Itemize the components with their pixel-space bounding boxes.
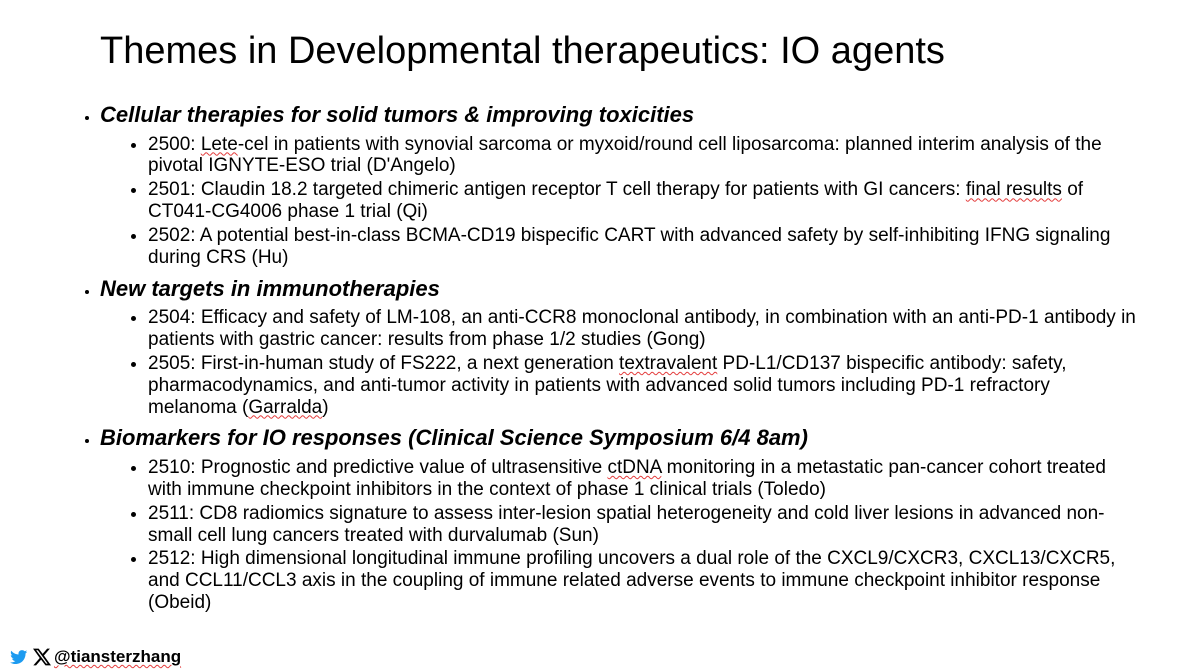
spellcheck-underline: final results <box>966 179 1062 200</box>
x-icon <box>32 647 52 667</box>
twitter-icon <box>8 648 30 666</box>
section: Biomarkers for IO responses (Clinical Sc… <box>100 424 1140 614</box>
list-item: 2505: First-in-human study of FS222, a n… <box>148 353 1140 419</box>
slide-content: Themes in Developmental therapeutics: IO… <box>0 0 1200 630</box>
footer: @tiansterzhang <box>8 647 181 667</box>
list-item: 2501: Claudin 18.2 targeted chimeric ant… <box>148 179 1140 223</box>
item-list: 2500: Lete-cel in patients with synovial… <box>100 134 1140 269</box>
spellcheck-underline: Lete <box>201 134 238 155</box>
section-heading: New targets in immunotherapies <box>100 275 1140 304</box>
list-item: 2510: Prognostic and predictive value of… <box>148 457 1140 501</box>
section: Cellular therapies for solid tumors & im… <box>100 101 1140 269</box>
list-item: 2511: CD8 radiomics signature to assess … <box>148 503 1140 547</box>
section-heading: Biomarkers for IO responses (Clinical Sc… <box>100 424 1140 453</box>
section: New targets in immunotherapies 2504: Effi… <box>100 275 1140 419</box>
section-heading: Cellular therapies for solid tumors & im… <box>100 101 1140 130</box>
twitter-handle: @tiansterzhang <box>54 647 181 667</box>
list-item: 2500: Lete-cel in patients with synovial… <box>148 134 1140 178</box>
list-item: 2502: A potential best-in-class BCMA-CD1… <box>148 225 1140 269</box>
spellcheck-underline: ctDNA <box>607 457 661 478</box>
sections-list: Cellular therapies for solid tumors & im… <box>60 101 1140 614</box>
spellcheck-underline: Garralda <box>248 397 322 418</box>
list-item: 2504: Efficacy and safety of LM-108, an … <box>148 307 1140 351</box>
slide-title: Themes in Developmental therapeutics: IO… <box>100 30 1140 73</box>
spellcheck-underline: textravalent <box>619 353 717 374</box>
list-item: 2512: High dimensional longitudinal immu… <box>148 548 1140 614</box>
item-list: 2510: Prognostic and predictive value of… <box>100 457 1140 614</box>
item-list: 2504: Efficacy and safety of LM-108, an … <box>100 307 1140 418</box>
